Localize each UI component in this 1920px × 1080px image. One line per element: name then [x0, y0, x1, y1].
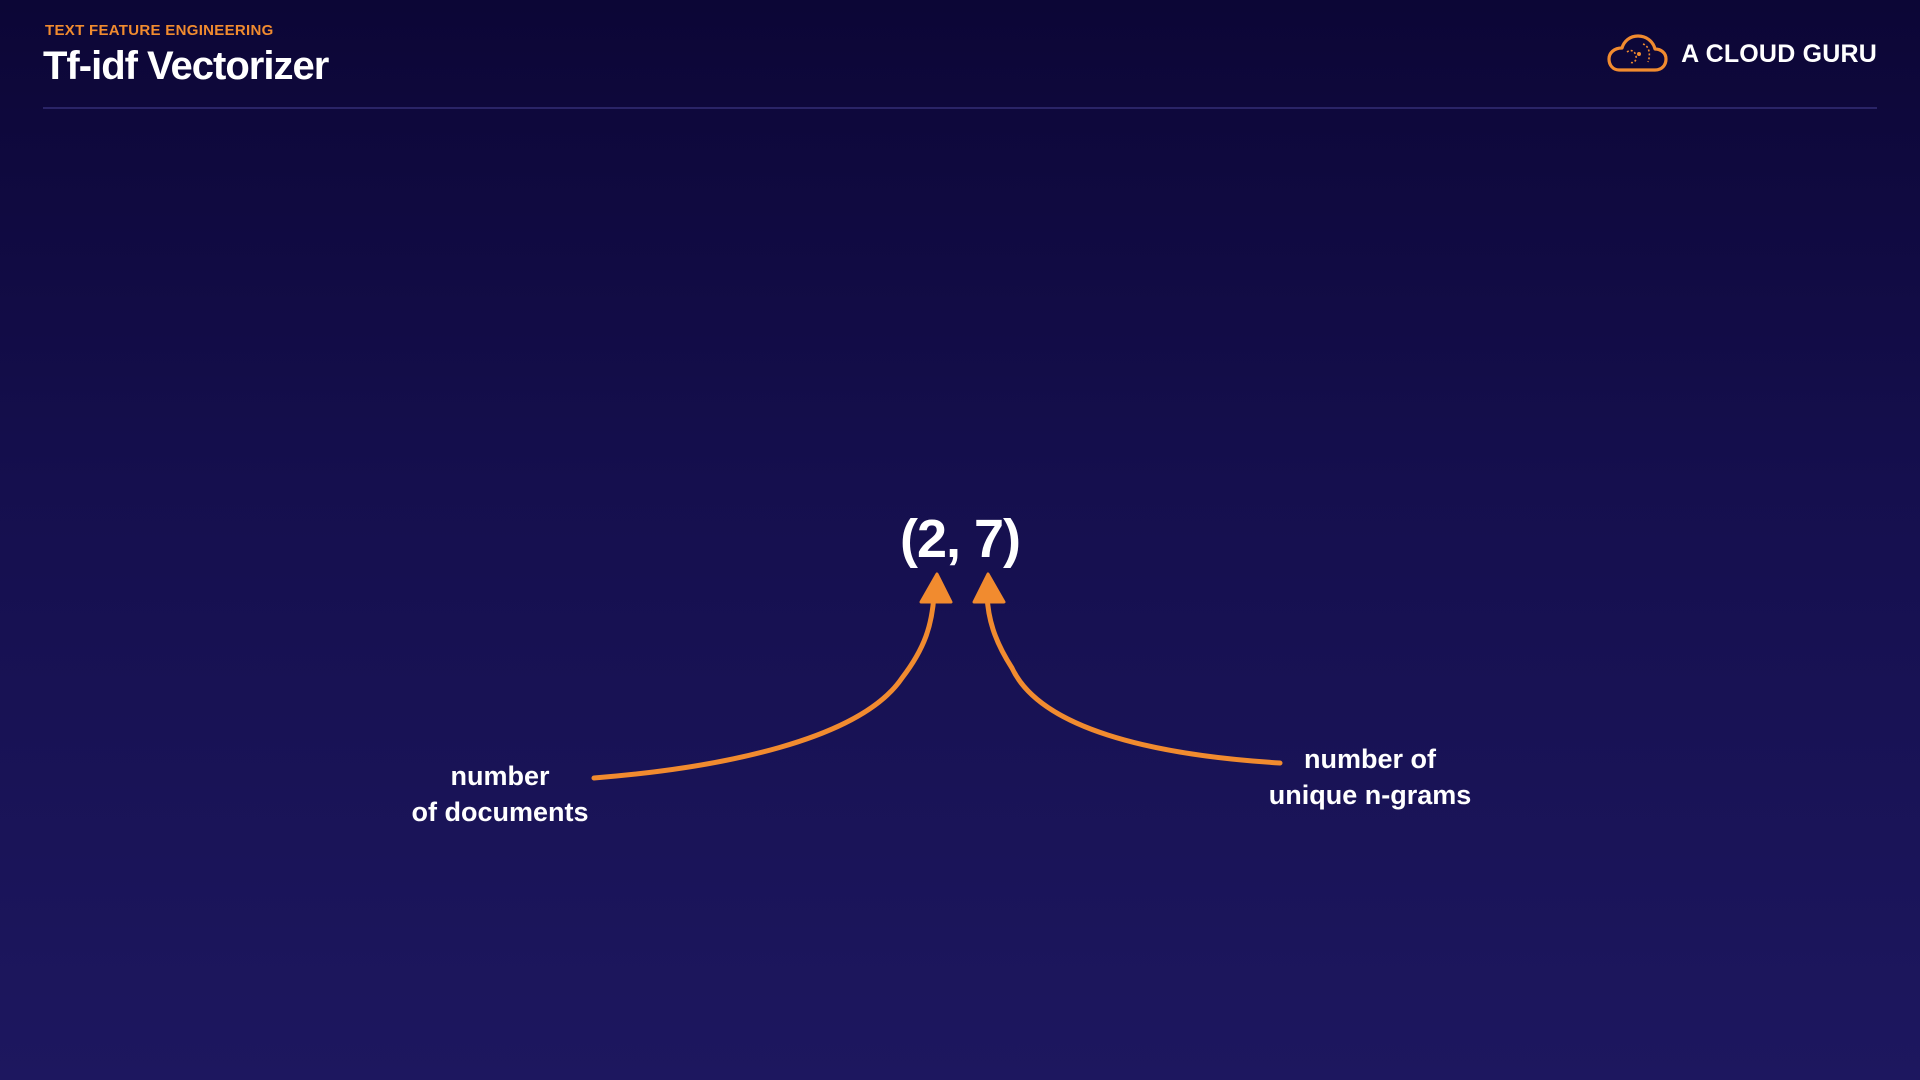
tuple-cols-value: 7	[974, 509, 1004, 569]
tuple-open-paren: (	[899, 509, 918, 569]
left-arrow-head	[919, 572, 953, 604]
left-arrow	[591, 572, 953, 781]
rows-label-line2: of documents	[411, 797, 589, 827]
header-divider	[43, 107, 1877, 109]
cloud-logo-icon	[1607, 34, 1668, 72]
right-arrow-head	[972, 572, 1006, 604]
tuple-separator: ,	[945, 509, 974, 569]
brand-logo: A CLOUD GURU	[1605, 32, 1877, 76]
brand-name: A CLOUD GURU	[1681, 39, 1877, 68]
slide-title: Tf-idf Vectorizer	[43, 44, 329, 88]
tuple-close-paren: )	[1003, 509, 1021, 569]
left-arrow-shaft	[591, 592, 937, 781]
shape-tuple: (2, 7)	[0, 508, 1920, 570]
slide-header: TEXT FEATURE ENGINEERING Tf-idf Vectoriz…	[0, 0, 1920, 110]
right-arrow-shaft	[984, 592, 1283, 766]
tuple-rows-value: 2	[916, 509, 947, 569]
cols-label-line1: number of	[1304, 744, 1436, 774]
rows-label: number of documents	[370, 758, 630, 830]
cols-label-line2: unique n-grams	[1268, 780, 1472, 810]
cols-label: number of unique n-grams	[1230, 741, 1510, 813]
right-arrow	[972, 572, 1283, 766]
rows-label-line1: number	[450, 761, 550, 791]
section-eyebrow: TEXT FEATURE ENGINEERING	[45, 22, 274, 39]
